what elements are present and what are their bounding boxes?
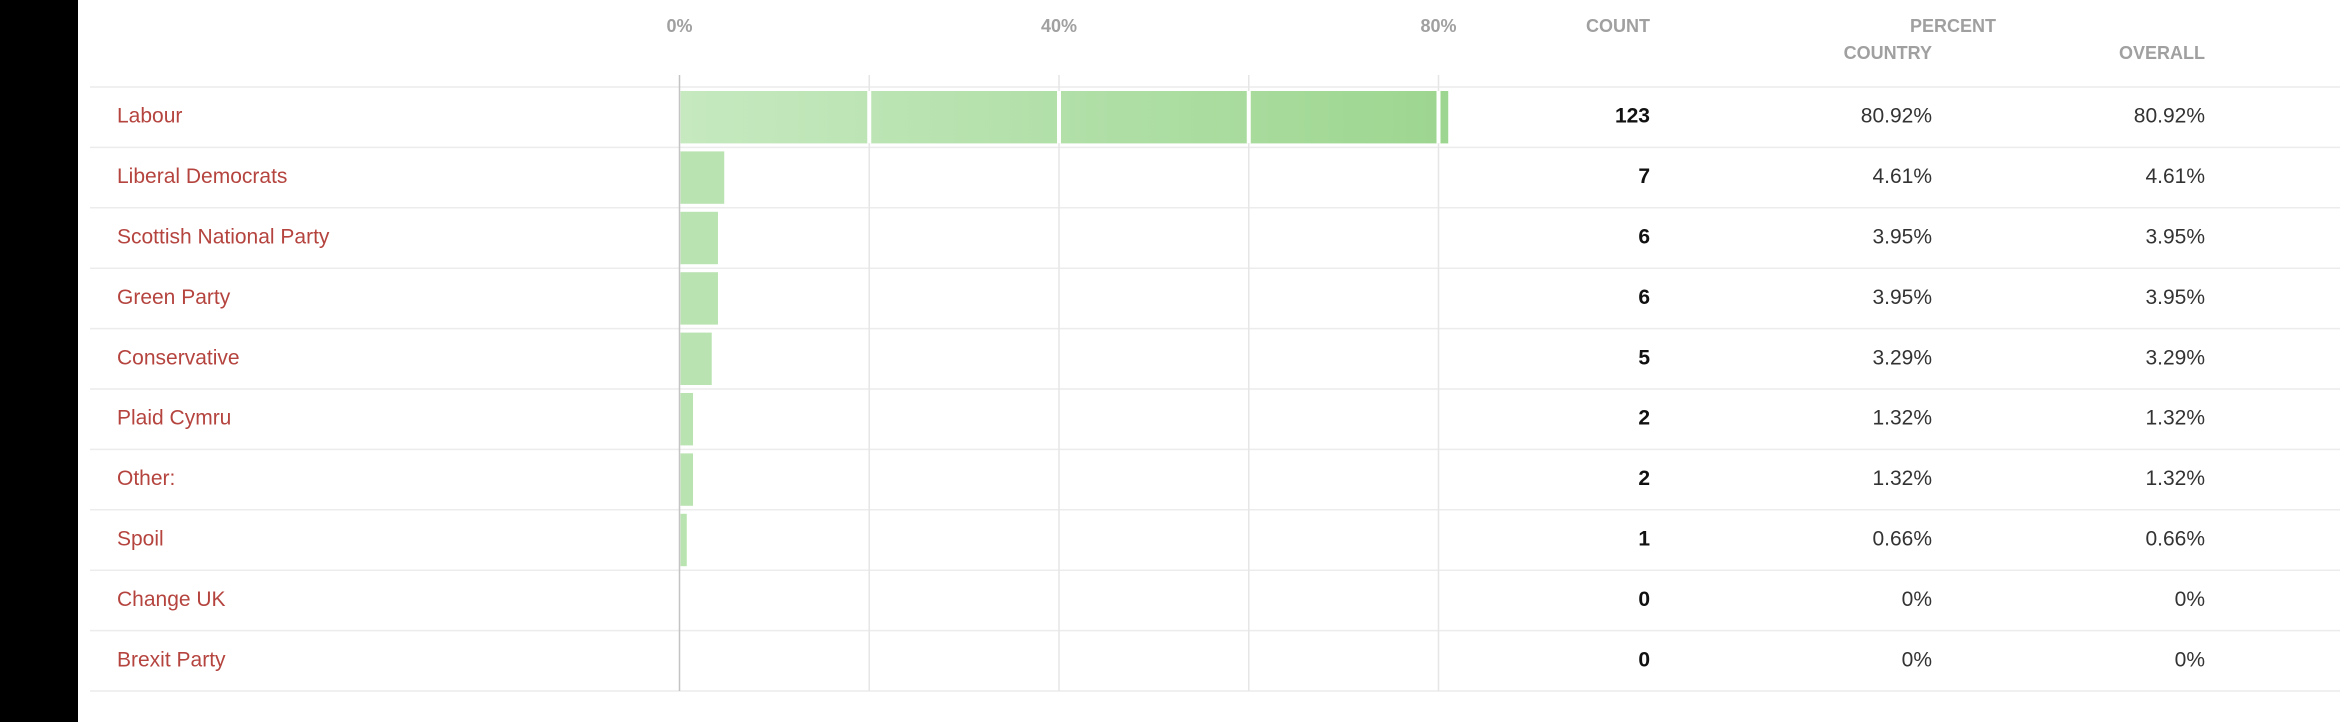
country-percent: 0.66%: [1872, 528, 1932, 551]
x-tick-label: 40%: [1041, 16, 1077, 36]
country-percent: 1.32%: [1872, 407, 1932, 430]
category-label: Liberal Democrats: [117, 165, 287, 188]
count-cell: 1: [1638, 528, 1650, 551]
x-tick-label: 80%: [1420, 16, 1456, 36]
overall-percent: 3.95%: [2145, 226, 2205, 249]
count-cell: 6: [1638, 286, 1650, 309]
overall-percent: 1.32%: [2145, 467, 2205, 490]
country-percent: 3.95%: [1872, 286, 1932, 309]
percent-header: PERCENT: [1910, 16, 1996, 36]
country-percent: 3.29%: [1872, 346, 1932, 369]
count-cell: 5: [1638, 346, 1650, 369]
country-percent: 3.95%: [1872, 226, 1932, 249]
x-tick-label: 0%: [666, 16, 692, 36]
overall-percent: 1.32%: [2145, 407, 2205, 430]
overall-header: OVERALL: [2119, 43, 2205, 63]
count-cell: 123: [1615, 105, 1650, 128]
count-cell: 7: [1638, 165, 1650, 188]
category-label: Brexit Party: [117, 648, 226, 671]
category-label: Scottish National Party: [117, 226, 330, 249]
category-label: Change UK: [117, 588, 226, 611]
count-cell: 0: [1638, 648, 1650, 671]
bar: [680, 332, 712, 385]
overall-percent: 3.95%: [2145, 286, 2205, 309]
count-cell: 0: [1638, 588, 1650, 611]
count-cell: 6: [1638, 226, 1650, 249]
overall-percent: 0.66%: [2145, 528, 2205, 551]
country-percent: 0%: [1902, 648, 1932, 671]
bar: [680, 211, 718, 265]
category-label: Other:: [117, 467, 175, 490]
category-label: Green Party: [117, 286, 231, 309]
side-strip: [0, 0, 78, 722]
country-header: COUNTRY: [1844, 43, 1932, 63]
bar: [680, 453, 694, 506]
bar: [680, 91, 1449, 144]
overall-percent: 80.92%: [2134, 105, 2205, 128]
overall-percent: 4.61%: [2145, 165, 2205, 188]
overall-percent: 3.29%: [2145, 346, 2205, 369]
category-label: Labour: [117, 105, 182, 128]
count-cell: 2: [1638, 407, 1650, 430]
country-percent: 1.32%: [1872, 467, 1932, 490]
bar: [680, 272, 718, 325]
overall-percent: 0%: [2175, 588, 2205, 611]
overall-percent: 0%: [2175, 648, 2205, 671]
category-label: Plaid Cymru: [117, 407, 231, 430]
count-header: COUNT: [1586, 16, 1650, 36]
bar: [680, 513, 687, 567]
country-percent: 80.92%: [1861, 105, 1932, 128]
country-percent: 4.61%: [1872, 165, 1932, 188]
bar: [680, 393, 694, 446]
country-percent: 0%: [1902, 588, 1932, 611]
count-cell: 2: [1638, 467, 1650, 490]
bar: [680, 151, 725, 204]
category-label: Conservative: [117, 346, 240, 369]
category-label: Spoil: [117, 528, 164, 551]
